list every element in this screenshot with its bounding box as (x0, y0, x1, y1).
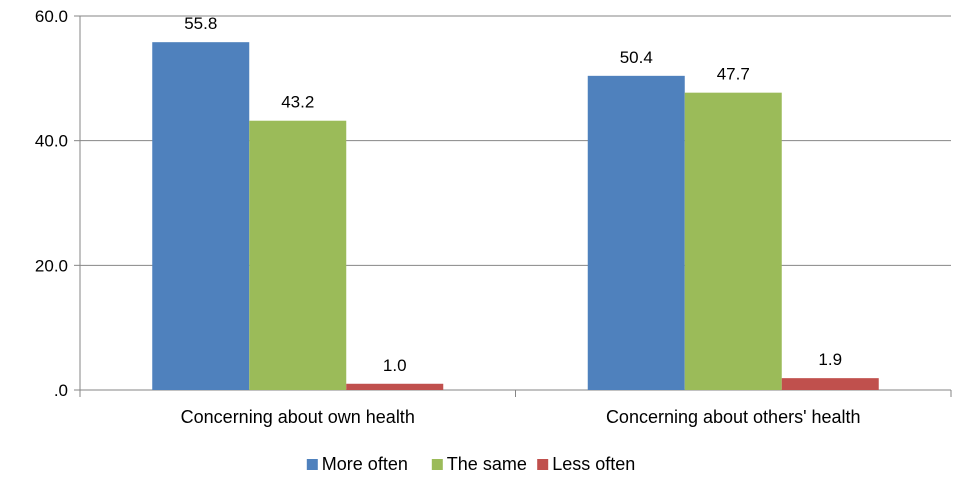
bar-the-same (249, 120, 347, 390)
y-tick-label: 20.0 (35, 256, 68, 275)
axes: .0 20.0 40.0 60.0 Concerning about own healt… (35, 7, 952, 427)
data-label: 1.0 (383, 356, 407, 375)
x-category-label: Concerning about others' health (606, 407, 861, 427)
bar-the-same (684, 92, 782, 391)
y-tick-label: .0 (54, 381, 68, 400)
bars (152, 42, 879, 391)
legend: More often The same Less often (306, 454, 635, 474)
data-label: 50.4 (620, 48, 653, 67)
bar-less-often (781, 378, 879, 390)
y-tick-label: 40.0 (35, 132, 68, 151)
bar-more-often (587, 75, 685, 390)
legend-swatch (537, 459, 549, 470)
legend-swatch (306, 459, 318, 470)
legend-label: Less often (552, 454, 635, 474)
legend-label: The same (447, 454, 527, 474)
data-labels: 55.8 43.2 1.0 50.4 47.7 1.9 (184, 14, 842, 375)
data-label: 47.7 (717, 65, 750, 84)
data-label: 1.9 (818, 350, 842, 369)
x-category-label: Concerning about own health (181, 407, 415, 427)
data-label: 55.8 (184, 14, 217, 33)
legend-swatch (431, 459, 443, 470)
legend-label: More often (322, 454, 408, 474)
bar-more-often (152, 42, 250, 391)
y-tick-label: 60.0 (35, 7, 68, 26)
bar-less-often (346, 383, 444, 390)
data-label: 43.2 (281, 93, 314, 112)
